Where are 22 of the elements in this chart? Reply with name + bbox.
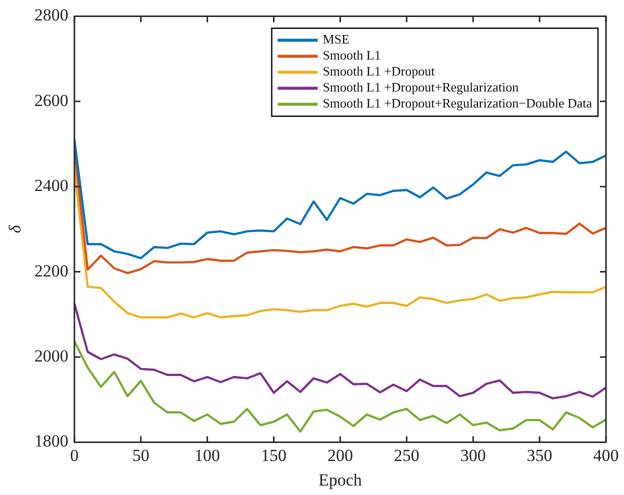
legend-label: Smooth L1 +Dropout bbox=[322, 64, 436, 79]
y-tick-label: 2800 bbox=[34, 6, 68, 25]
y-tick-label: 2400 bbox=[34, 176, 68, 196]
y-tick-label: 2200 bbox=[34, 261, 68, 280]
legend-label: Smooth L1 +Dropout+Regularization bbox=[322, 80, 520, 95]
y-tick-label: 2600 bbox=[34, 90, 68, 110]
legend-label: Smooth L1 bbox=[322, 48, 381, 63]
x-tick-label: 400 bbox=[593, 446, 619, 465]
x-axis-title: Epoch bbox=[318, 470, 362, 490]
x-tick-label: 0 bbox=[70, 446, 79, 465]
y-tick-label: 2000 bbox=[34, 346, 68, 366]
x-tick-label: 350 bbox=[526, 446, 552, 465]
x-tick-label: 200 bbox=[327, 446, 353, 465]
x-tick-label: 100 bbox=[194, 446, 220, 465]
legend-label: MSE bbox=[322, 32, 350, 47]
x-tick-label: 50 bbox=[132, 446, 150, 465]
legend-label: Smooth L1 +Dropout+Regularization−Double Data bbox=[322, 96, 592, 111]
x-tick-label: 150 bbox=[261, 446, 286, 465]
x-tick-label: 300 bbox=[460, 446, 486, 465]
x-tick-label: 250 bbox=[394, 446, 420, 465]
y-axis-title: δ bbox=[6, 224, 25, 234]
y-tick-label: 1800 bbox=[34, 432, 68, 451]
